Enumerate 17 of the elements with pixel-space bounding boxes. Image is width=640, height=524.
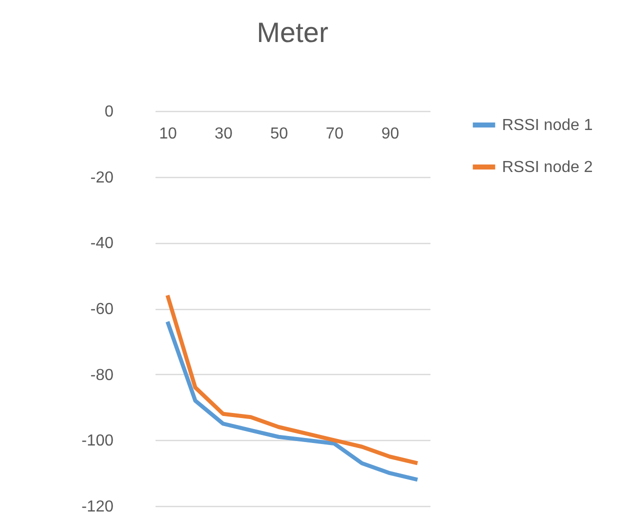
y-tick-label: -20 (90, 169, 114, 186)
chart-title: Meter (256, 17, 328, 48)
y-tick-label: -80 (90, 366, 114, 384)
x-tick-label: 50 (270, 126, 288, 142)
y-tick-label: -40 (90, 235, 114, 252)
y-tick-label: 0 (104, 104, 114, 120)
y-tick-label: -100 (81, 432, 114, 450)
x-tick-label: 10 (159, 126, 177, 142)
legend-label: RSSI node 2 (502, 159, 593, 176)
x-tick-label: 90 (381, 126, 400, 142)
line-series (166, 320, 420, 482)
y-tick-label: -120 (81, 498, 114, 516)
line-series (166, 293, 420, 466)
legend-label: RSSI node 1 (502, 117, 593, 134)
x-tick-label: 30 (214, 126, 233, 142)
x-tick-label: 70 (326, 126, 344, 142)
y-tick-label: -60 (90, 301, 114, 318)
